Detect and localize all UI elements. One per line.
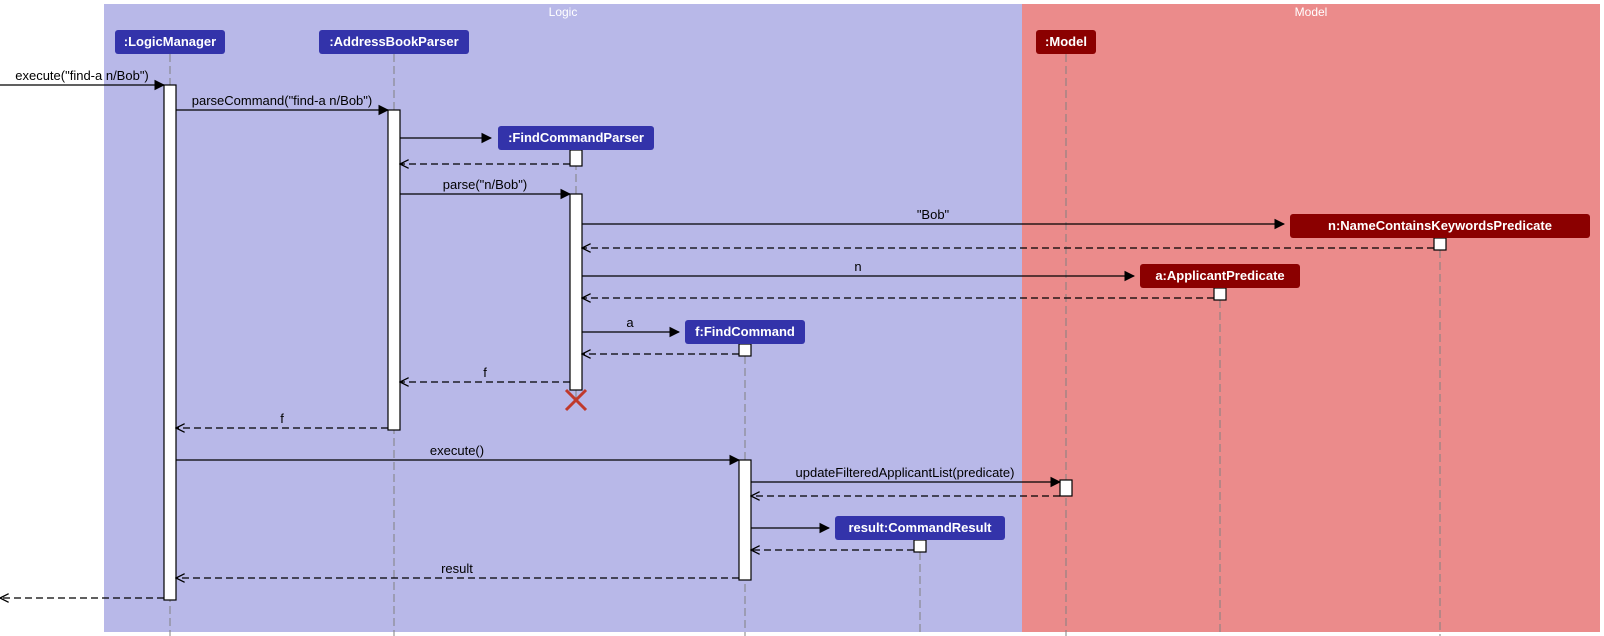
activation-cr (914, 540, 926, 552)
message-label: execute("find-a n/Bob") (15, 68, 149, 83)
message-label: updateFilteredApplicantList(predicate) (796, 465, 1015, 480)
activation-fc (739, 460, 751, 580)
activation-fcp (570, 150, 582, 166)
participant-label-ap: a:ApplicantPredicate (1155, 268, 1284, 283)
participant-label-fcp: :FindCommandParser (508, 130, 644, 145)
message-label: parseCommand("find-a n/Bob") (192, 93, 372, 108)
activation-lm (164, 85, 176, 600)
region-model (1022, 4, 1600, 632)
region-label-model: Model (1295, 5, 1328, 19)
region-label-logic: Logic (549, 5, 578, 19)
message-label: result (441, 561, 473, 576)
participant-label-abp: :AddressBookParser (329, 34, 458, 49)
message-label: a (626, 315, 634, 330)
sequence-diagram: Logic Model :LogicManager :AddressBookParse… (0, 0, 1604, 636)
message-label: "Bob" (917, 207, 950, 222)
activation-ap (1214, 288, 1226, 300)
message-label: f (483, 365, 487, 380)
participant-label-cr: result:CommandResult (848, 520, 992, 535)
activation-mdl (1060, 480, 1072, 496)
activation-fcp (570, 194, 582, 390)
participant-label-mdl: :Model (1045, 34, 1087, 49)
activation-abp (388, 110, 400, 430)
message-label: execute() (430, 443, 484, 458)
activation-nkp (1434, 238, 1446, 250)
participant-label-lm: :LogicManager (124, 34, 216, 49)
message-label: n (854, 259, 861, 274)
message-label: parse("n/Bob") (443, 177, 527, 192)
participant-label-fc: f:FindCommand (695, 324, 795, 339)
message-label: f (280, 411, 284, 426)
activation-fc (739, 344, 751, 356)
participant-label-nkp: n:NameContainsKeywordsPredicate (1328, 218, 1552, 233)
